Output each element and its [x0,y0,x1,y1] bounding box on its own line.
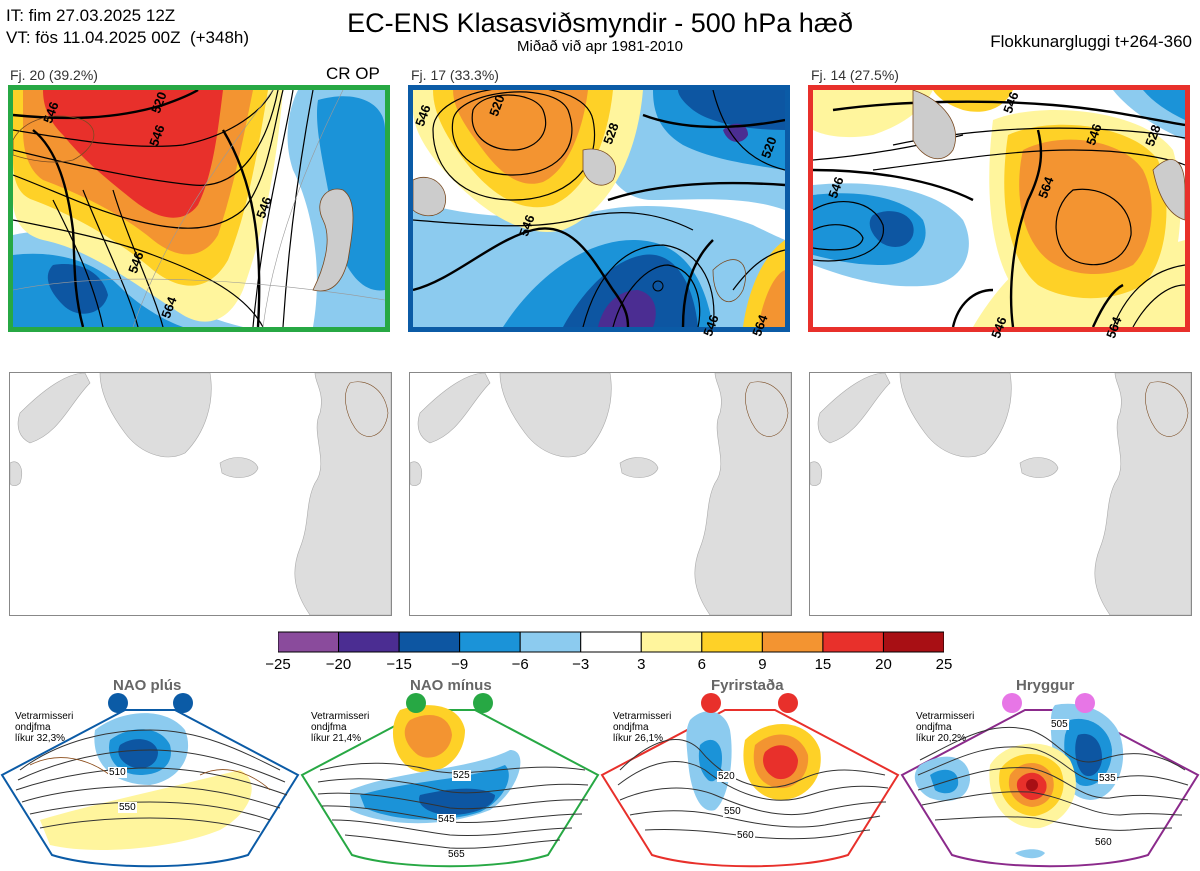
regime-nao-plus-diagram [0,709,300,868]
cluster-2-anomaly-map [409,372,792,616]
regime-contour-label: 510 [108,767,127,778]
regime-2-marker-right [473,693,493,713]
colorbar-swatch [580,631,642,653]
colorbar-swatch [761,631,824,653]
regime-1-marker-right [173,693,193,713]
cluster-2-map [408,85,790,332]
page-title: EC-ENS Klasasviðsmyndir - 500 hPa hæð [347,8,853,38]
colorbar-swatch [882,631,944,653]
regime-3-title: Fyrirstaða [711,677,784,694]
basemap-1-svg [10,373,391,615]
cluster-1-anomaly-map [9,372,392,616]
colorbar-swatch [398,631,461,653]
colorbar-tick-label: −3 [572,656,590,673]
cluster-3-map [808,85,1190,332]
init-time: IT: fim 27.03.2025 12Z [6,6,176,25]
regime-contour-label: 535 [1098,773,1117,784]
colorbar-tick-label: 15 [814,656,832,673]
colorbar-swatch [640,631,703,653]
colorbar-swatch [338,631,400,653]
colorbar-tick-label: 20 [875,656,892,673]
regime-1-title: NAO plús [113,677,182,694]
colorbar-tick-label: −15 [386,656,412,673]
regime-nao-minus-diagram [300,705,600,868]
regime-contour-label: 505 [1050,719,1069,730]
page-subtitle: Miðað við apr 1981-2010 [517,38,683,55]
regime-blocking-diagram [600,709,900,868]
cluster-window: Flokkunargluggi t+264-360 [990,32,1192,51]
cluster-1-label: Fj. 20 (39.2%) [10,67,98,83]
colorbar-swatch [822,631,884,653]
cluster-1-map-svg [13,90,385,327]
colorbar-tick-label: 25 [935,656,953,673]
colorbar-tick-label: −25 [265,656,291,673]
basemap-2-svg [410,373,791,615]
colorbar-tick-label: −20 [325,656,352,673]
regime-contour-label: 550 [723,806,742,817]
cluster-2-map-svg [413,90,785,327]
colorbar-tick-label: −6 [511,656,529,673]
colorbar-tick-label: −9 [451,656,469,673]
regime-3-marker-left [701,693,721,713]
colorbar-tick-label: 9 [758,656,767,673]
cluster-1-extra: CR OP [326,64,380,83]
colorbar-tick-label: 6 [697,656,706,673]
regime-contour-label: 560 [736,830,755,841]
regime-contour-label: 550 [118,802,137,813]
valid-time: VT: fös 11.04.2025 00Z (+348h) [6,28,250,47]
regime-4-info: Vetrarmisseri ondjfma líkur 20,2% [916,711,975,744]
regime-contour-label: 565 [447,849,466,860]
cluster-3-anomaly-map [809,372,1192,616]
colorbar-tick-label: 3 [637,656,646,673]
regime-2-info: Vetrarmisseri ondjfma líkur 21,4% [311,711,370,744]
basemap-3-svg [810,373,1191,615]
cluster-1-map [8,85,390,332]
regime-4-marker-right [1075,693,1095,713]
regime-2-marker-left [406,693,426,713]
regime-4-marker-left [1002,693,1022,713]
regime-1-marker-left [108,693,128,713]
colorbar-swatch [701,631,763,653]
regime-3-marker-right [778,693,798,713]
regime-2-title: NAO mínus [410,677,492,694]
cluster-3-label: Fj. 14 (27.5%) [811,67,899,83]
regime-contour-label: 520 [717,771,736,782]
regime-contour-label: 525 [452,770,471,781]
colorbar-swatch [459,631,521,653]
regime-contour-label: 545 [437,814,456,825]
colorbar [278,631,944,653]
colorbar-swatch [519,631,582,653]
regime-3-info: Vetrarmisseri ondjfma líkur 26,1% [613,711,672,744]
colorbar-swatch [278,631,340,653]
cluster-3-map-svg [813,90,1185,327]
regime-diagrams [0,703,1200,868]
regime-1-info: Vetrarmisseri ondjfma líkur 32,3% [15,711,74,744]
cluster-2-label: Fj. 17 (33.3%) [411,67,499,83]
regime-4-title: Hryggur [1016,677,1075,694]
regime-contour-label: 560 [1094,837,1113,848]
